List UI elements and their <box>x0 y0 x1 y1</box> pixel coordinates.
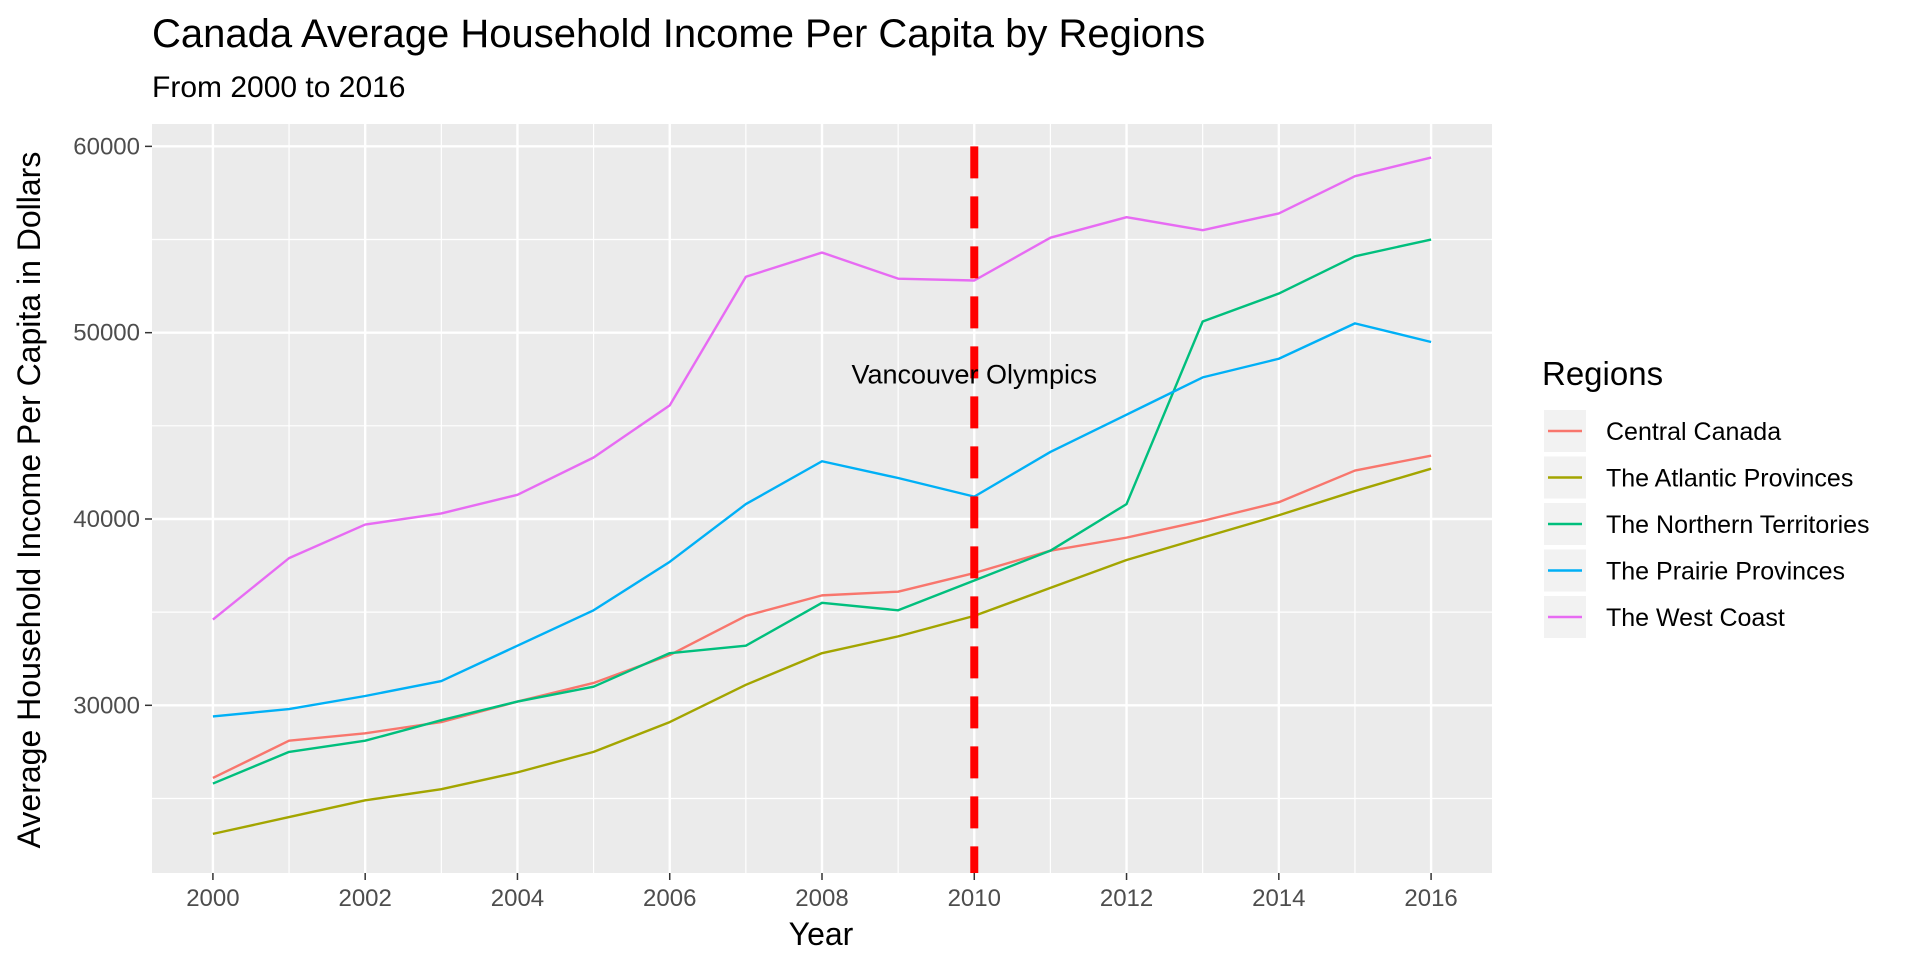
x-axis-title: Year <box>789 916 854 952</box>
y-axis: 30000 40000 50000 60000 <box>73 133 152 719</box>
y-tick-label: 30000 <box>73 692 140 719</box>
x-tick-label: 2012 <box>1100 885 1153 912</box>
series-line-1 <box>212 467 1432 836</box>
chart-subtitle: From 2000 to 2016 <box>152 71 406 104</box>
legend-label: The Atlantic Provinces <box>1606 465 1853 493</box>
y-tick-label: 40000 <box>73 506 140 533</box>
legend-label: The Prairie Provinces <box>1606 558 1845 586</box>
legend-label: The Northern Territories <box>1606 511 1870 539</box>
legend-item: The West Coast <box>1544 596 1785 638</box>
x-tick-label: 2008 <box>795 885 848 912</box>
x-tick-label: 2014 <box>1252 885 1305 912</box>
legend: Regions Central Canada The Atlantic Provi… <box>1542 355 1870 638</box>
series-lines <box>212 156 1432 836</box>
x-tick-label: 2002 <box>338 885 391 912</box>
x-tick-label: 2006 <box>643 885 696 912</box>
series-line-2 <box>212 238 1432 785</box>
legend-item: The Prairie Provinces <box>1544 549 1845 592</box>
series-line-4 <box>212 156 1432 621</box>
legend-item: The Northern Territories <box>1544 503 1870 545</box>
y-tick-label: 50000 <box>73 320 140 347</box>
major-gridlines <box>152 124 1492 873</box>
legend-label: Central Canada <box>1606 418 1781 446</box>
x-tick-label: 2004 <box>491 885 544 912</box>
legend-title: Regions <box>1542 355 1663 392</box>
legend-item: Central Canada <box>1544 410 1781 452</box>
y-tick-label: 60000 <box>73 133 140 160</box>
x-tick-label: 2000 <box>186 885 239 912</box>
legend-item: The Atlantic Provinces <box>1544 456 1853 499</box>
y-axis-title: Average Household Income Per Capita in D… <box>11 152 47 849</box>
x-tick-label: 2010 <box>948 885 1001 912</box>
series-line-3 <box>212 322 1432 718</box>
chart-title: Canada Average Household Income Per Capi… <box>152 12 1205 56</box>
x-axis: 2000 2002 2004 2006 2008 2010 2012 2014 2016 <box>186 873 1458 912</box>
legend-label: The West Coast <box>1606 604 1785 632</box>
x-tick-label: 2016 <box>1404 885 1457 912</box>
annotation-vancouver-olympics: Vancouver Olympics <box>851 360 1097 390</box>
